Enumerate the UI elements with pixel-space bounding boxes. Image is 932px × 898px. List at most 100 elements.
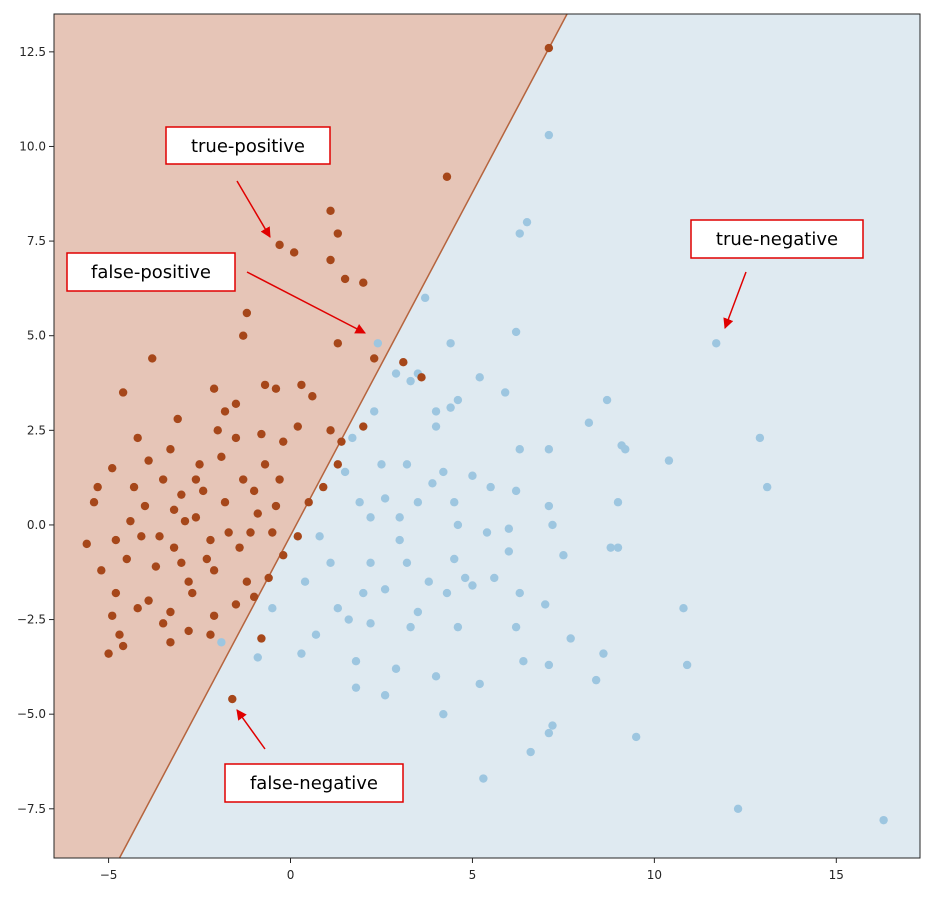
- negative-point: [664, 456, 674, 465]
- plot-area: [54, 14, 920, 858]
- positive-point: [126, 516, 135, 526]
- negative-point: [402, 460, 412, 469]
- y-tick-label: 0.0: [27, 518, 46, 532]
- negative-point: [351, 656, 361, 666]
- positive-point: [202, 554, 212, 564]
- positive-point: [133, 604, 142, 613]
- positive-point: [359, 278, 368, 287]
- positive-point: [206, 535, 215, 545]
- false-positive-annotation: false-positive: [66, 252, 366, 334]
- positive-point: [235, 543, 244, 552]
- positive-point: [370, 354, 379, 363]
- positive-point: [293, 422, 302, 431]
- positive-point: [177, 558, 186, 567]
- negative-point: [453, 622, 463, 632]
- positive-point: [359, 422, 368, 431]
- negative-point: [402, 558, 412, 567]
- negative-point: [300, 577, 310, 586]
- negative-point: [712, 339, 721, 348]
- negative-point: [468, 471, 477, 480]
- negative-point: [682, 660, 692, 670]
- positive-point: [97, 566, 106, 575]
- positive-point: [108, 463, 117, 473]
- positive-point: [239, 475, 248, 484]
- positive-point: [326, 426, 335, 435]
- true-positive-annotation: true-positive: [165, 126, 331, 238]
- annotations: true-positive false-positive true-negati…: [66, 126, 864, 803]
- positive-point: [184, 577, 193, 586]
- true-positive-label: true-positive: [191, 136, 305, 157]
- negative-point: [762, 482, 772, 492]
- negative-point: [311, 630, 321, 639]
- positive-point: [417, 373, 426, 382]
- negative-point: [420, 293, 430, 303]
- x-tick-label: −5: [100, 868, 118, 882]
- positive-point: [246, 528, 255, 537]
- positive-point: [122, 554, 131, 564]
- positive-point: [209, 384, 219, 393]
- negative-point: [544, 130, 554, 140]
- y-tick-label: −5.0: [17, 707, 46, 721]
- negative-point: [511, 327, 521, 337]
- negative-point: [453, 395, 463, 405]
- positive-point: [177, 490, 186, 499]
- negative-point: [511, 622, 521, 632]
- positive-point: [340, 274, 350, 284]
- negative-point: [359, 588, 368, 598]
- y-tick-label: −2.5: [17, 613, 46, 627]
- positive-point: [442, 172, 452, 181]
- positive-point: [242, 308, 252, 318]
- positive-point: [209, 566, 219, 575]
- negative-point: [544, 445, 554, 454]
- negative-point: [541, 600, 550, 609]
- negative-point: [479, 774, 488, 783]
- positive-point: [206, 630, 215, 639]
- positive-point: [231, 600, 241, 609]
- negative-point: [395, 535, 404, 545]
- negative-point: [348, 433, 357, 443]
- negative-point: [515, 445, 524, 454]
- negative-point: [391, 369, 401, 378]
- false-positive-arrow: [246, 271, 366, 334]
- positive-point: [213, 426, 222, 435]
- x-tick-label: 0: [287, 868, 295, 882]
- negative-point: [544, 660, 554, 670]
- y-tick-label: 7.5: [27, 234, 46, 248]
- positive-point: [297, 380, 306, 390]
- positive-point: [180, 516, 190, 526]
- positive-point: [544, 43, 554, 53]
- positive-point: [191, 475, 201, 484]
- positive-point: [279, 551, 288, 560]
- positive-point: [260, 380, 270, 390]
- positive-point: [260, 460, 270, 469]
- negative-point: [482, 528, 492, 537]
- positive-point: [293, 532, 302, 541]
- negative-point: [406, 622, 415, 632]
- negative-point: [450, 498, 459, 507]
- y-tick-label: 12.5: [19, 45, 46, 59]
- positive-point: [195, 460, 204, 469]
- positive-point: [158, 619, 168, 628]
- negative-point: [511, 486, 521, 496]
- negative-point: [526, 747, 535, 757]
- negative-point: [566, 634, 575, 643]
- positive-point: [326, 255, 335, 265]
- positive-point: [144, 596, 153, 605]
- y-tick-label: 5.0: [27, 329, 46, 343]
- positive-point: [155, 532, 164, 541]
- negative-point: [344, 615, 353, 624]
- true-negative-annotation: true-negative: [690, 219, 864, 329]
- negative-point: [431, 672, 441, 681]
- positive-point: [231, 433, 241, 443]
- true-positive-arrow: [236, 180, 271, 238]
- false-positive-label: false-positive: [91, 262, 211, 283]
- negative-point: [370, 407, 379, 416]
- positive-point: [115, 630, 124, 639]
- x-axis: −5 0 5 10 15: [100, 858, 844, 882]
- negative-point: [453, 520, 463, 530]
- y-axis: −7.5 −5.0 −2.5 0.0 2.5 5.0 7.5 10.0 12.5: [17, 45, 54, 816]
- positive-point: [333, 229, 343, 238]
- true-negative-box: [690, 219, 864, 259]
- false-negative-annotation: false-negative: [224, 709, 404, 803]
- positive-point: [242, 577, 252, 586]
